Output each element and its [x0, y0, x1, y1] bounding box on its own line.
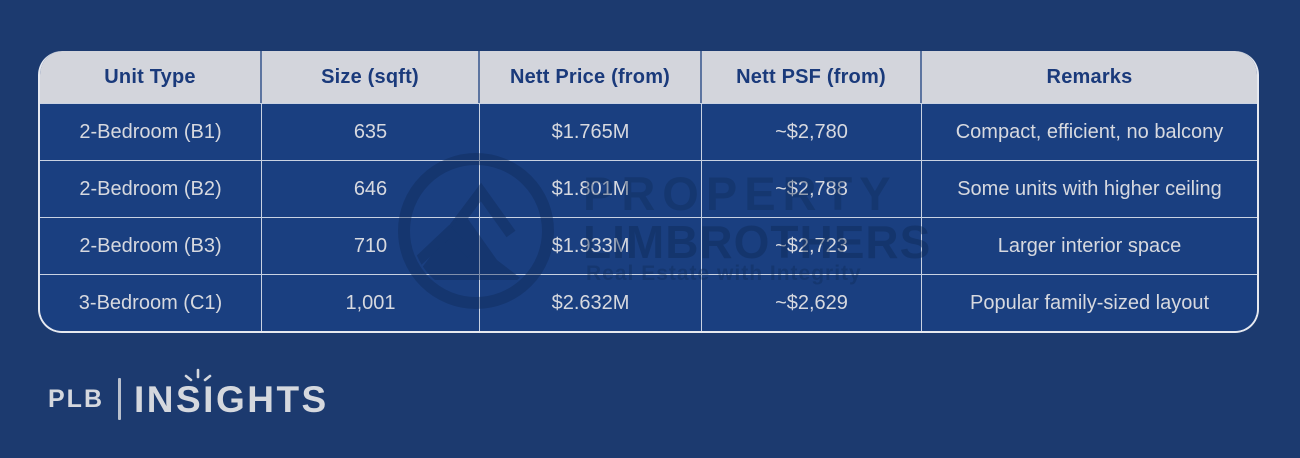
cell-nett-psf: ~$2,788 — [702, 160, 922, 217]
cell-nett-price: $1.933M — [480, 217, 702, 274]
cell-unit-type: 2-Bedroom (B1) — [40, 103, 262, 160]
cell-nett-psf: ~$2,723 — [702, 217, 922, 274]
cell-nett-price: $1.801M — [480, 160, 702, 217]
cell-size-sqft: 1,001 — [262, 274, 480, 331]
table-row: 2-Bedroom (B2) 646 $1.801M ~$2,788 Some … — [40, 160, 1257, 217]
cell-remarks: Compact, efficient, no balcony — [922, 103, 1257, 160]
cell-nett-price: $2.632M — [480, 274, 702, 331]
cell-unit-type: 2-Bedroom (B3) — [40, 217, 262, 274]
cell-size-sqft: 635 — [262, 103, 480, 160]
table-row: 2-Bedroom (B1) 635 $1.765M ~$2,780 Compa… — [40, 103, 1257, 160]
cell-remarks: Popular family-sized layout — [922, 274, 1257, 331]
cell-unit-type: 3-Bedroom (C1) — [40, 274, 262, 331]
cell-nett-psf: ~$2,629 — [702, 274, 922, 331]
insights-text: INSIGHTS — [134, 378, 329, 420]
logo-divider — [118, 378, 121, 420]
header-size-sqft: Size (sqft) — [262, 51, 480, 103]
header-nett-psf: Nett PSF (from) — [702, 51, 922, 103]
table-header-row: Unit Type Size (sqft) Nett Price (from) … — [40, 51, 1257, 103]
cell-unit-type: 2-Bedroom (B2) — [40, 160, 262, 217]
header-nett-price: Nett Price (from) — [480, 51, 702, 103]
table-row: 3-Bedroom (C1) 1,001 $2.632M ~$2,629 Pop… — [40, 274, 1257, 331]
table-row: 2-Bedroom (B3) 710 $1.933M ~$2,723 Large… — [40, 217, 1257, 274]
pricing-table: Unit Type Size (sqft) Nett Price (from) … — [38, 51, 1259, 333]
plb-wordmark: PLB — [48, 384, 104, 413]
lightbulb-rays-icon — [184, 368, 212, 381]
cell-remarks: Larger interior space — [922, 217, 1257, 274]
header-remarks: Remarks — [922, 51, 1257, 103]
cell-size-sqft: 646 — [262, 160, 480, 217]
cell-nett-price: $1.765M — [480, 103, 702, 160]
insights-wordmark: INSIGHTS — [134, 368, 329, 420]
cell-nett-psf: ~$2,780 — [702, 103, 922, 160]
cell-remarks: Some units with higher ceiling — [922, 160, 1257, 217]
cell-size-sqft: 710 — [262, 217, 480, 274]
header-unit-type: Unit Type — [40, 51, 262, 103]
plb-insights-logo: PLB INSIGHTS — [48, 368, 329, 423]
